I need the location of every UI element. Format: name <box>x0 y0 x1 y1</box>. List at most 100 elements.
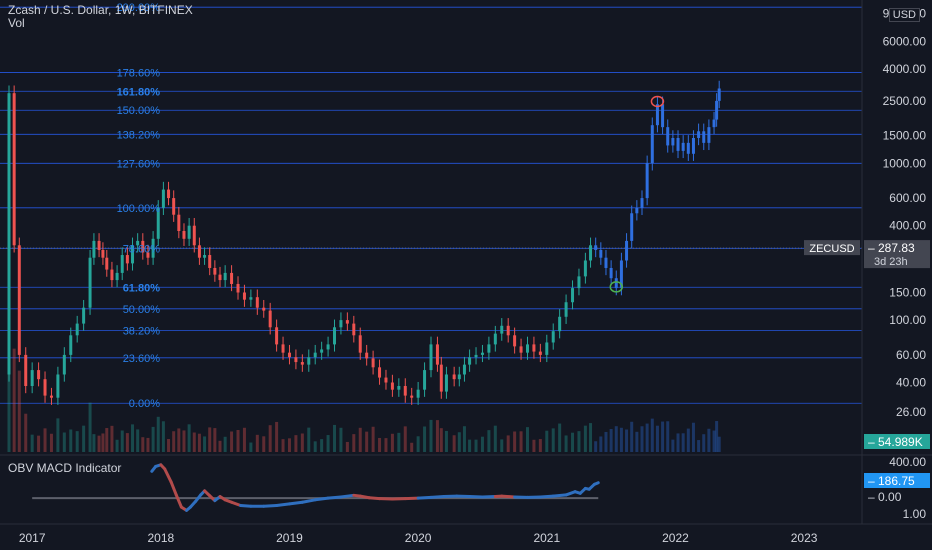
candle-body <box>423 370 427 390</box>
volume-bar <box>320 439 324 452</box>
candle-body <box>625 240 629 261</box>
candle-body <box>371 358 375 368</box>
price-tick-label: 26.00 <box>896 405 926 419</box>
fib-label: 200.00% <box>117 2 161 14</box>
volume-tag: – 54.989K <box>868 435 923 449</box>
candle-body <box>506 325 510 336</box>
volume-bar <box>410 442 414 452</box>
currency-label[interactable]: USD <box>888 8 920 22</box>
volume-bar <box>24 413 28 452</box>
price-tick-label: 4000.00 <box>883 62 927 76</box>
volume-bar <box>249 442 253 452</box>
volume-bar <box>268 425 272 452</box>
price-tick-label: 400.00 <box>889 219 926 233</box>
volume-bar <box>307 427 311 452</box>
candle-body <box>7 93 11 375</box>
candle-body <box>17 245 21 355</box>
candle-body <box>577 276 581 289</box>
volume-bar <box>378 437 382 452</box>
obv-segment <box>313 496 330 502</box>
volume-bar <box>187 424 191 452</box>
volume-bar <box>236 429 240 452</box>
candle-body <box>242 292 246 300</box>
obv-macd-panel: 400.00 – 186.75 – 0.001.00 <box>32 455 930 521</box>
obv-segment <box>287 500 304 506</box>
obv-segment <box>551 493 568 498</box>
candle-body <box>635 207 639 214</box>
candle-body <box>500 325 504 334</box>
fib-label: 0.00% <box>129 398 160 410</box>
price-tick-label: 60.00 <box>896 348 926 362</box>
candle-body <box>619 260 623 289</box>
volume-bar <box>146 437 150 452</box>
candle-body <box>589 245 593 261</box>
volume-bar <box>671 439 675 452</box>
volume-bar <box>17 370 21 452</box>
candle-body <box>262 307 266 311</box>
volume-bar <box>397 432 401 452</box>
candle-body <box>444 374 448 392</box>
candle-body <box>213 267 217 275</box>
candle-body <box>172 198 176 215</box>
candle-body <box>141 240 145 253</box>
volume-bar <box>37 435 41 452</box>
volume-bar <box>49 433 53 452</box>
obv-segment <box>339 493 356 499</box>
candle-body <box>702 131 706 143</box>
candle-body <box>717 88 721 101</box>
time-tick-label: 2020 <box>405 531 432 545</box>
candle-body <box>645 163 649 199</box>
candle-body <box>429 344 433 371</box>
candle-body <box>519 346 523 353</box>
obv-segment <box>174 493 183 509</box>
volume-bar <box>444 430 448 452</box>
candle-body <box>24 354 28 386</box>
candle-body <box>564 302 568 317</box>
candle-body <box>493 333 497 345</box>
candle-body <box>92 240 96 258</box>
volume-bar <box>676 433 680 452</box>
annotations <box>609 95 665 293</box>
candle-body <box>37 370 41 380</box>
volume-bar <box>141 437 145 452</box>
candle-body <box>115 272 119 281</box>
candle-body <box>326 344 330 350</box>
symbol-title[interactable]: Zcash / U.S. Dollar, 1W, BITFINEX <box>8 3 193 17</box>
price-tick-label: 40.00 <box>896 376 926 390</box>
candle-body <box>56 374 60 398</box>
candle-body <box>599 249 603 258</box>
fib-label: 161.80% <box>117 86 161 98</box>
candle-body <box>101 249 105 258</box>
candle-body <box>403 385 407 396</box>
time-axis[interactable]: 2017 2018 2019 2020 2021 2022 2023 <box>19 531 818 545</box>
volume-bar <box>242 427 246 452</box>
indicator-name[interactable]: OBV MACD Indicator <box>8 461 122 475</box>
candle-body <box>609 267 613 279</box>
volume-bar <box>131 424 135 452</box>
fib-label: 38.20% <box>123 325 161 337</box>
volume-bar <box>333 424 337 452</box>
candle-body <box>655 104 659 126</box>
candle-body <box>384 377 388 383</box>
obv-segment <box>592 481 600 486</box>
volume-bar <box>457 432 461 452</box>
candle-body <box>661 104 665 128</box>
candle-body <box>715 100 719 120</box>
volume-bar <box>500 439 504 452</box>
candle-body <box>203 255 207 258</box>
volume-bar <box>218 440 222 452</box>
volume-bar <box>69 429 73 452</box>
candle-body <box>313 352 317 358</box>
obv-segment <box>262 503 279 508</box>
volume-bar <box>255 434 259 452</box>
candle-body <box>192 225 196 246</box>
volume-label[interactable]: Vol <box>8 16 25 30</box>
candle-body <box>358 335 362 353</box>
price-axis[interactable]: 9000.006000.004000.002500.001500.001000.… <box>804 7 930 449</box>
price-tick-label: 1500.00 <box>883 129 927 143</box>
candle-body <box>650 125 654 164</box>
candle-body <box>249 297 253 300</box>
price-tick-label: 100.00 <box>889 313 926 327</box>
candle-body <box>12 93 16 246</box>
candle-body <box>75 323 79 336</box>
